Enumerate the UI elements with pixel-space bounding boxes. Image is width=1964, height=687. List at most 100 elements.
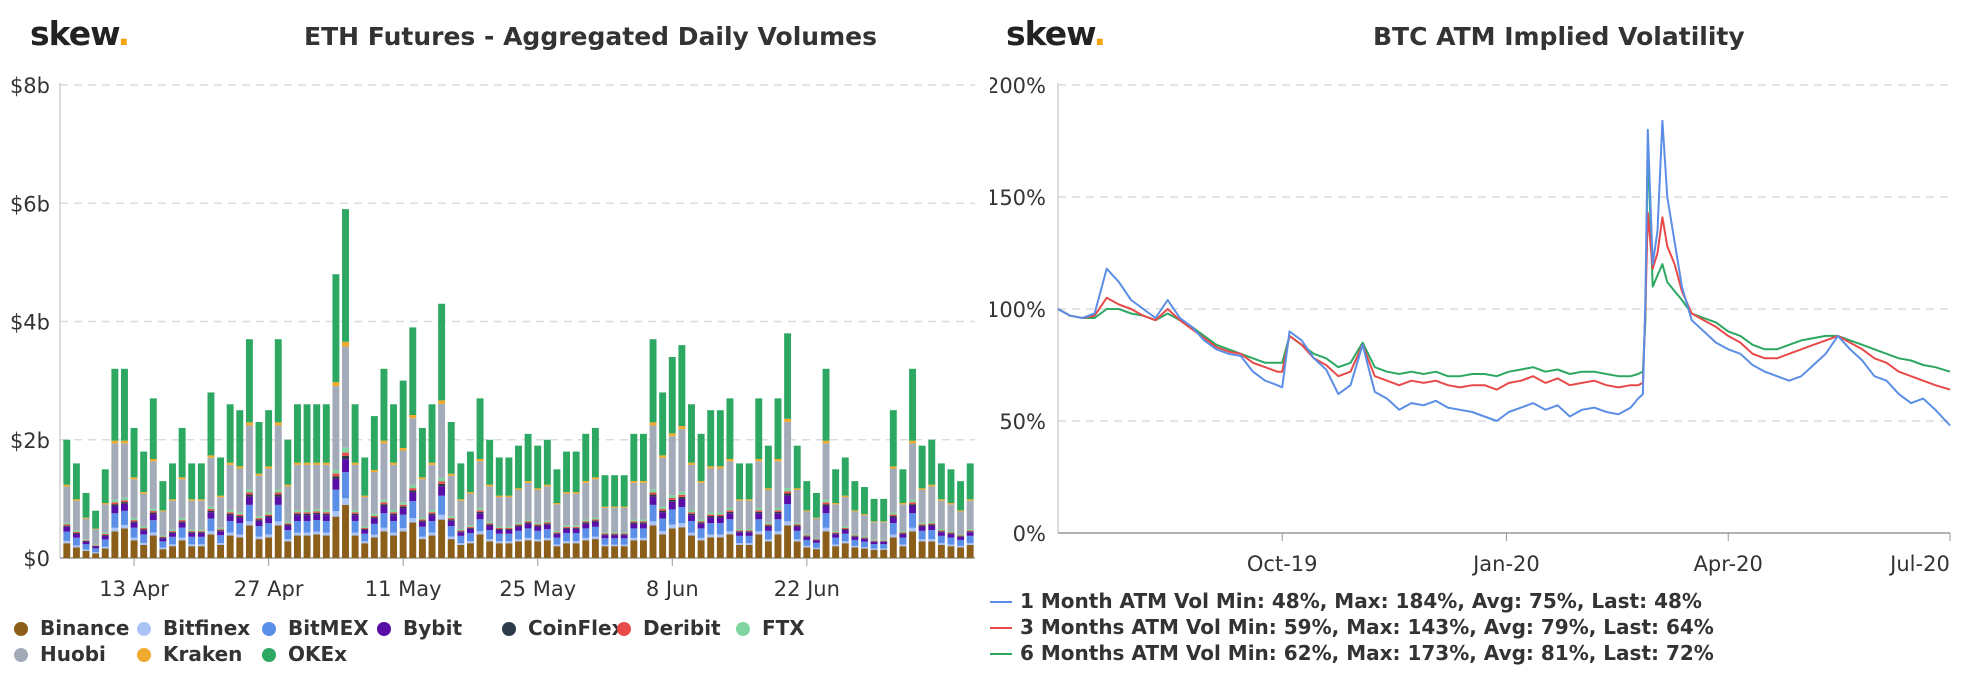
legend-item-ftx[interactable]: FTX (736, 616, 805, 640)
bar-segment-okex (582, 433, 590, 482)
legend-item-kraken[interactable]: Kraken (137, 642, 242, 666)
bar-segment-binance (543, 540, 551, 558)
legend-item-1-month-atm-vol[interactable]: 1 Month ATM Vol Min: 48%, Max: 184%, Avg… (990, 589, 1702, 613)
bar-segment-ftx (466, 525, 474, 527)
bar-segment-binance (169, 546, 176, 558)
bar-segment-kraken (92, 528, 100, 530)
legend-label: CoinFlex (528, 616, 625, 640)
legend-item-6-months-atm-vol[interactable]: 6 Months ATM Vol Min: 62%, Max: 173%, Av… (990, 641, 1714, 665)
bar-segment-binance (217, 544, 225, 558)
bar-segment-bybit (63, 526, 71, 532)
bar-segment-huobi (351, 464, 359, 511)
bar-segment-bybit (572, 528, 580, 533)
bar-segment-bitfinex (601, 544, 609, 547)
bar-segment-kraken (870, 521, 878, 523)
bar-segment-huobi (159, 511, 167, 536)
bar-segment-huobi (274, 425, 282, 490)
bar-segment-bitfinex (303, 532, 311, 536)
bar-segment-kraken (543, 484, 551, 487)
bar-segment-coinflex (351, 513, 359, 516)
bar-segment-kraken (188, 499, 196, 501)
bar-segment-kraken (534, 488, 542, 490)
bar-segment-coinflex (957, 536, 965, 537)
bar-segment-okex (832, 469, 840, 504)
bar-segment-okex (822, 368, 830, 441)
bar-segment-deribit (361, 528, 369, 529)
bar-segment-ftx (764, 522, 772, 525)
bar-segment-deribit (111, 502, 119, 505)
legend-label: Bybit (403, 616, 463, 640)
bar-segment-kraken (178, 477, 186, 480)
legend-item-huobi[interactable]: Huobi (14, 642, 106, 666)
bar-segment-bitfinex (380, 527, 388, 532)
bar-segment-deribit (63, 524, 71, 526)
bar-segment-okex (620, 475, 628, 507)
bar-segment-bitfinex (476, 531, 484, 535)
bar-segment-bybit (409, 492, 417, 502)
bar-segment-ftx (370, 513, 378, 516)
legend-item-okex[interactable]: OKEx (262, 642, 347, 666)
bar-segment-ftx (265, 512, 273, 515)
bar-segment-bitfinex (851, 545, 859, 548)
bar-segment-coinflex (726, 511, 734, 514)
legend-item-3-months-atm-vol[interactable]: 3 Months ATM Vol Min: 59%, Max: 143%, Av… (990, 615, 1714, 639)
bar-segment-bitfinex (822, 527, 830, 532)
btc-chart-title: BTC ATM Implied Volatility (1373, 22, 1745, 51)
bar-segment-coinflex (159, 537, 167, 539)
bar-segment-bitfinex (322, 532, 330, 536)
bar-segment-kraken (159, 510, 167, 512)
bar-segment-kraken (265, 466, 273, 469)
bar-segment-bitmex (361, 533, 369, 542)
legend-item-bybit[interactable]: Bybit (377, 616, 462, 640)
bar-segment-bitmex (207, 518, 215, 532)
legend-item-bitfinex[interactable]: Bitfinex (137, 616, 250, 640)
legend-item-binance[interactable]: Binance (14, 616, 130, 640)
bar-segment-deribit (534, 524, 542, 526)
bar-segment-huobi (832, 504, 840, 532)
bar-segment-okex (668, 356, 676, 434)
bar-segment-kraken (880, 521, 888, 523)
bar-segment-okex (476, 398, 484, 460)
bar-segment-huobi (466, 493, 474, 526)
bar-segment-okex (428, 404, 436, 463)
bar-segment-kraken (697, 481, 705, 483)
bar-segment-huobi (697, 482, 705, 520)
bar-segment-huobi (313, 464, 321, 510)
bar-segment-coinflex (563, 527, 571, 529)
bar-segment-okex (851, 481, 859, 511)
bar-segment-coinflex (582, 522, 590, 524)
bar-segment-deribit (495, 528, 503, 529)
legend-item-deribit[interactable]: Deribit (617, 616, 721, 640)
bar-segment-huobi (486, 486, 494, 522)
bar-segment-binance (832, 546, 840, 558)
bar-segment-coinflex (303, 513, 311, 516)
bar-segment-bitmex (245, 504, 253, 522)
bar-segment-coinflex (678, 496, 686, 499)
bar-segment-okex (957, 481, 965, 511)
bar-segment-kraken (889, 466, 897, 469)
bar-segment-kraken (399, 448, 407, 451)
bar-segment-ftx (774, 507, 782, 511)
bar-segment-kraken (121, 440, 128, 444)
bar-segment-huobi (630, 482, 638, 520)
bar-segment-ftx (572, 525, 580, 527)
legend-item-bitmex[interactable]: BitMEX (262, 616, 369, 640)
legend-item-coinflex[interactable]: CoinFlex (502, 616, 625, 640)
bar-segment-bitmex (947, 537, 955, 545)
bar-segment-bybit (82, 541, 90, 545)
bar-segment-bitmex (505, 533, 513, 542)
bar-segment-coinflex (121, 502, 128, 504)
bar-segment-bitmex (534, 530, 542, 540)
bar-segment-bybit (495, 529, 503, 534)
bar-segment-bitmex (841, 533, 849, 542)
bar-segment-kraken (361, 495, 369, 498)
bar-segment-huobi (726, 461, 734, 508)
bar-segment-kraken (851, 510, 859, 512)
bar-segment-coinflex (688, 513, 695, 516)
bar-segment-bitfinex (793, 539, 801, 542)
bar-segment-okex (726, 398, 734, 460)
bar-segment-binance (697, 540, 705, 558)
bar-segment-bitmex (639, 528, 647, 538)
bar-segment-huobi (524, 482, 532, 520)
eth-volumes-panel: skew. ETH Futures - Aggregated Daily Vol… (10, 14, 975, 666)
